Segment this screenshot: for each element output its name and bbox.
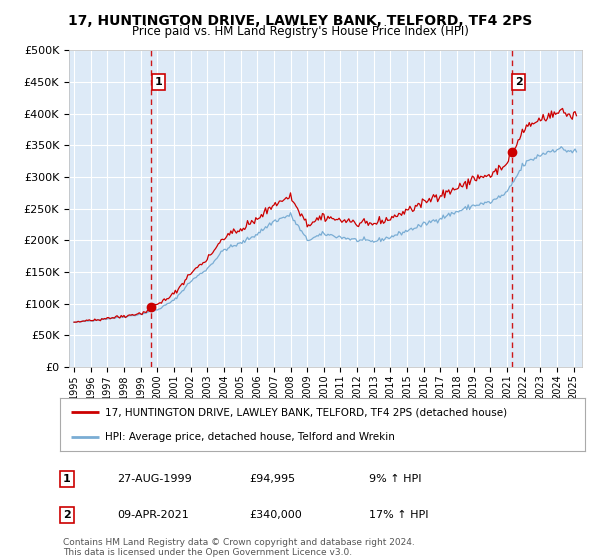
Text: 17, HUNTINGTON DRIVE, LAWLEY BANK, TELFORD, TF4 2PS (detached house): 17, HUNTINGTON DRIVE, LAWLEY BANK, TELFO…	[104, 408, 507, 418]
Text: 2: 2	[63, 510, 71, 520]
Text: 17% ↑ HPI: 17% ↑ HPI	[369, 510, 428, 520]
Text: £94,995: £94,995	[249, 474, 295, 484]
Text: 9% ↑ HPI: 9% ↑ HPI	[369, 474, 421, 484]
Text: Contains HM Land Registry data © Crown copyright and database right 2024.
This d: Contains HM Land Registry data © Crown c…	[63, 538, 415, 557]
Text: Price paid vs. HM Land Registry's House Price Index (HPI): Price paid vs. HM Land Registry's House …	[131, 25, 469, 38]
Text: HPI: Average price, detached house, Telford and Wrekin: HPI: Average price, detached house, Telf…	[104, 432, 395, 442]
Text: 09-APR-2021: 09-APR-2021	[117, 510, 189, 520]
Text: 1: 1	[155, 77, 163, 87]
Text: £340,000: £340,000	[249, 510, 302, 520]
Text: 27-AUG-1999: 27-AUG-1999	[117, 474, 192, 484]
Text: 1: 1	[63, 474, 71, 484]
Text: 17, HUNTINGTON DRIVE, LAWLEY BANK, TELFORD, TF4 2PS: 17, HUNTINGTON DRIVE, LAWLEY BANK, TELFO…	[68, 14, 532, 28]
Text: 2: 2	[515, 77, 523, 87]
